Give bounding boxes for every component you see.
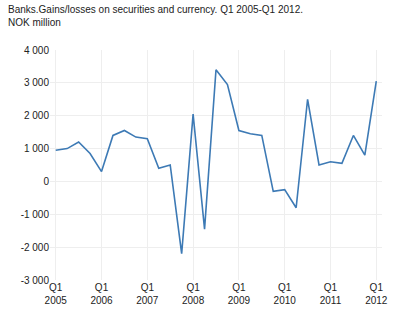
svg-text:Q12008: Q12008 <box>182 282 205 306</box>
svg-text:Q12005: Q12005 <box>45 282 68 306</box>
svg-text:1 000: 1 000 <box>24 143 49 154</box>
svg-text:Q12006: Q12006 <box>90 282 113 306</box>
svg-text:0: 0 <box>43 176 49 187</box>
svg-text:2 000: 2 000 <box>24 110 49 121</box>
svg-text:-2 000: -2 000 <box>21 242 50 253</box>
svg-text:Q12007: Q12007 <box>136 282 159 306</box>
svg-text:3 000: 3 000 <box>24 77 49 88</box>
svg-text:Q12009: Q12009 <box>228 282 251 306</box>
svg-text:Q12012: Q12012 <box>365 282 388 306</box>
svg-text:Q12011: Q12011 <box>320 282 342 306</box>
svg-text:-1 000: -1 000 <box>21 209 50 220</box>
svg-text:4 000: 4 000 <box>24 45 49 56</box>
svg-text:Q12010: Q12010 <box>274 282 297 306</box>
svg-text:-3 000: -3 000 <box>21 275 50 286</box>
svg-text:Banks.Gains/losses on securiti: Banks.Gains/losses on securities and cur… <box>8 4 303 28</box>
